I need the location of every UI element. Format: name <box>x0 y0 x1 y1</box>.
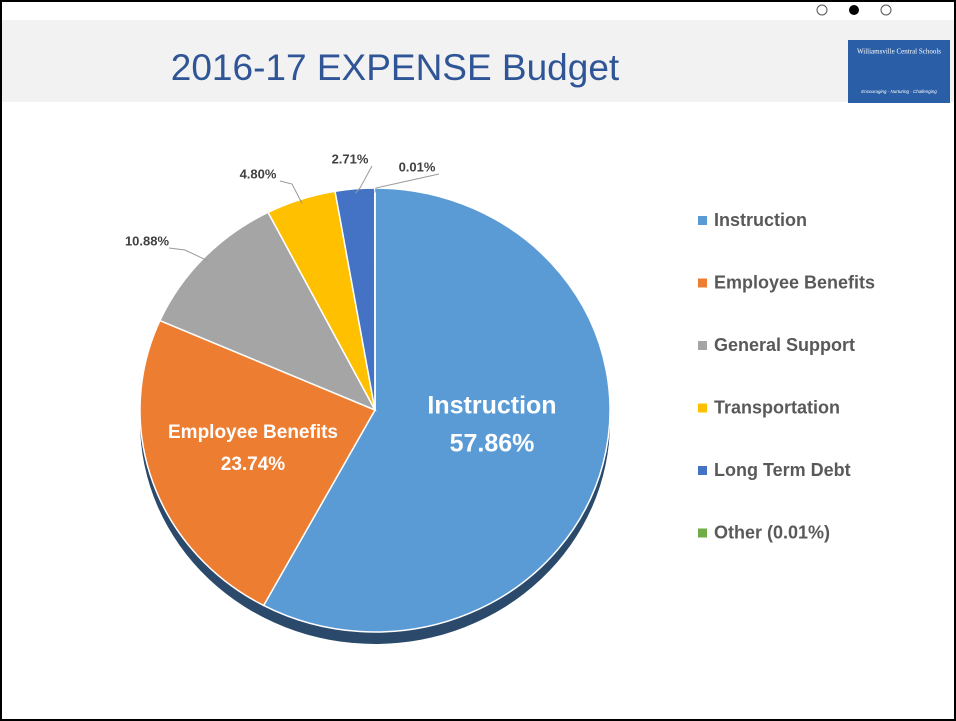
legend-label: Transportation <box>714 397 840 417</box>
data-label: 10.88% <box>125 233 170 248</box>
legend-swatch <box>698 403 707 413</box>
slice-category-label: Employee Benefits <box>168 422 338 443</box>
slice-category-label: Instruction <box>427 392 556 420</box>
data-label: 2.71% <box>332 151 369 166</box>
legend-swatch <box>698 278 707 288</box>
pie-slice <box>262 187 611 633</box>
title-band <box>2 20 954 102</box>
legend-swatch <box>698 216 707 225</box>
data-label: 4.80% <box>240 166 277 181</box>
legend-swatch <box>698 341 707 350</box>
nav-dot <box>849 5 859 15</box>
legend-swatch <box>698 528 707 538</box>
logo-tagline: Encouraging · Nurturing · Challenging <box>861 89 937 94</box>
chart-title: 2016-17 EXPENSE Budget <box>171 47 620 88</box>
nav-dot <box>880 4 892 16</box>
data-label: 0.01% <box>399 159 436 174</box>
leader-line <box>354 165 373 194</box>
legend-label: Other (0.01%) <box>714 522 830 542</box>
legend-label: Long Term Debt <box>714 460 851 480</box>
leader-line <box>279 180 303 204</box>
legend-label: Instruction <box>714 210 807 230</box>
pie-slice <box>158 211 377 412</box>
nav-dot <box>816 4 828 16</box>
logo-text: Williamsville Central Schools <box>857 48 941 56</box>
pie-slice <box>139 319 377 607</box>
leader-line <box>168 247 208 262</box>
leader-line <box>374 173 440 193</box>
logo <box>848 40 950 103</box>
data-label: 57.86% <box>450 430 535 458</box>
legend-label: General Support <box>714 335 855 355</box>
legend-label: Employee Benefits <box>714 272 875 292</box>
data-label: 23.74% <box>221 454 286 475</box>
legend-swatch <box>698 466 707 475</box>
